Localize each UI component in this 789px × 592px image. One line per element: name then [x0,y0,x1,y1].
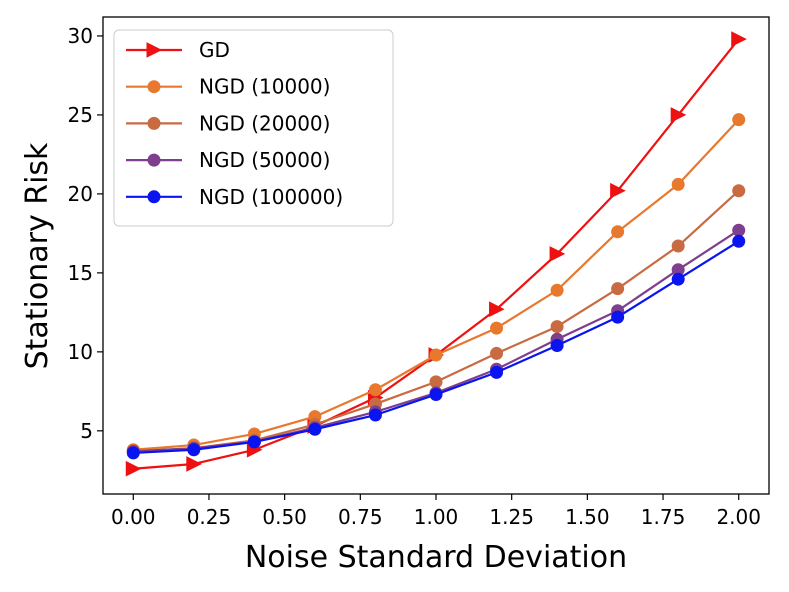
legend-swatch-marker [147,190,161,204]
data-point [549,246,566,262]
data-point [732,223,746,237]
data-point [671,239,685,253]
data-point [490,365,504,379]
x-tick-label: 1.50 [565,505,610,529]
legend-label: NGD (50000) [199,148,330,172]
legend-label: GD [199,38,230,62]
series-4 [126,234,746,460]
legend-entry: NGD (10000) [126,75,330,99]
data-point [489,301,505,318]
data-point [368,383,382,397]
data-point [732,234,746,248]
y-tick-label: 5 [80,419,93,443]
legend-swatch-marker [147,80,161,94]
x-tick-label: 0.25 [187,505,232,529]
legend-swatch-marker [147,153,161,167]
data-point [732,184,746,198]
legend-frame [113,29,394,227]
y-tick-label: 25 [68,103,93,127]
data-point [611,282,625,296]
y-tick-label: 30 [68,24,93,48]
data-point [429,348,443,362]
data-point [247,435,261,449]
x-tick-label: 1.75 [641,505,686,529]
data-point [187,443,201,457]
data-point [429,375,443,389]
y-tick-label: 15 [68,261,93,285]
data-point [126,446,140,460]
data-point [611,225,625,239]
legend-entry: NGD (100000) [126,185,343,209]
data-point [610,182,626,199]
legend-label: NGD (10000) [199,75,330,99]
data-point [550,283,564,297]
legend-entry: GD [126,38,230,62]
data-point [125,460,142,477]
data-point [671,272,685,286]
data-point [490,346,504,360]
data-point [429,387,443,401]
data-point [368,408,382,422]
legend-swatch-marker [147,116,161,130]
data-point [671,177,685,191]
legend-entry: NGD (20000) [126,111,330,135]
data-point [550,339,564,353]
series-layer [125,31,747,477]
data-point [186,456,202,472]
x-tick-label: 0.50 [262,505,307,529]
y-tick-label: 10 [68,340,93,364]
data-point [731,31,747,47]
data-point [308,422,322,436]
y-tick-label: 20 [68,182,93,206]
data-point [670,107,687,123]
x-tick-label: 0.75 [338,505,383,529]
x-axis-label: Noise Standard Deviation [245,540,627,575]
data-point [550,320,564,334]
y-axis: 5 10 15 20 25 30 [68,24,103,443]
legend-entry: NGD (50000) [126,148,330,172]
data-point [611,310,625,324]
x-tick-label: 1.25 [489,505,534,529]
x-axis: 0.00 0.25 0.50 0.75 1.00 1.25 1.50 1.75 2.00 [111,494,761,529]
data-point [732,113,746,127]
x-tick-label: 1.00 [414,505,459,529]
legend-label: NGD (20000) [199,111,330,135]
legend-swatch-marker [146,42,163,58]
legend: GD NGD (10000) NGD (20000) NGD (50000) NGD (… [113,29,394,227]
legend-label: NGD (100000) [199,185,343,209]
data-point [490,321,504,335]
x-tick-label: 2.00 [716,505,761,529]
x-tick-label: 0.00 [111,505,156,529]
y-axis-label: Stationary Risk [20,142,55,369]
